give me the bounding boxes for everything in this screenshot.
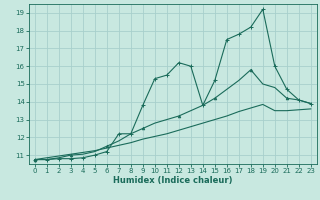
X-axis label: Humidex (Indice chaleur): Humidex (Indice chaleur) [113, 176, 233, 185]
